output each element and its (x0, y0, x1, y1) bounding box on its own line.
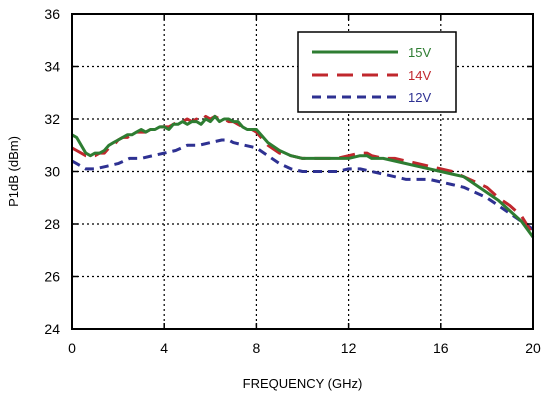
series-line-12v (71, 138, 534, 231)
y-tick-label-28: 28 (44, 216, 60, 232)
legend-box (297, 31, 457, 113)
x-tick-label-16: 16 (433, 340, 449, 356)
x-tick-label-0: 0 (68, 340, 76, 356)
x-tick-label-4: 4 (160, 340, 168, 356)
legend-label-15v: 15V (408, 45, 431, 60)
series-lines (71, 114, 535, 238)
y-tick-label-26: 26 (44, 269, 60, 285)
x-tick-label-8: 8 (253, 340, 261, 356)
x-tick-label-20: 20 (525, 340, 541, 356)
x-axis-title: FREQUENCY (GHz) (243, 376, 363, 391)
axis-ticks: 0 4 8 12 16 20 24 26 28 30 32 34 36 (44, 6, 541, 356)
series-line-15v (71, 114, 535, 238)
y-axis-title: P1dB (dBm) (6, 136, 21, 207)
x-tick-label-12: 12 (341, 340, 357, 356)
legend-label-12v: 12V (408, 90, 431, 105)
legend: 15V 14V 12V (297, 31, 457, 113)
y-tick-label-24: 24 (44, 321, 60, 337)
y-tick-label-32: 32 (44, 111, 60, 127)
legend-label-14v: 14V (408, 68, 431, 83)
y-tick-label-34: 34 (44, 59, 60, 75)
y-tick-label-36: 36 (44, 6, 60, 22)
y-tick-label-30: 30 (44, 164, 60, 180)
